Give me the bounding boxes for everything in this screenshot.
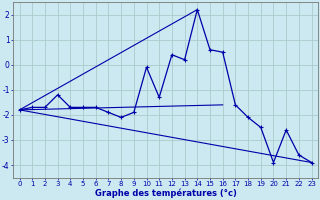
X-axis label: Graphe des températures (°c): Graphe des températures (°c) — [95, 188, 236, 198]
